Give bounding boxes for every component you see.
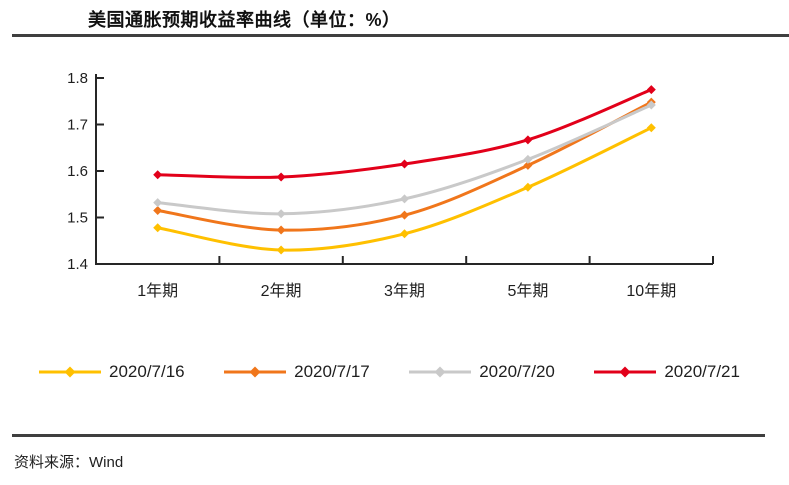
diamond-marker — [276, 225, 286, 235]
diamond-marker — [523, 160, 533, 170]
source-note: 资料来源：Wind — [14, 454, 124, 471]
x-tick-label: 10年期 — [626, 282, 676, 300]
x-tick-label: 1年期 — [137, 282, 178, 300]
source-divider-line — [12, 434, 765, 437]
diamond-marker — [523, 182, 533, 192]
chart-title: 美国通胀预期收益率曲线（单位：%） — [88, 10, 401, 30]
diamond-marker — [400, 194, 409, 204]
line-marker-icon — [409, 366, 472, 378]
diamond-marker — [646, 123, 656, 133]
legend-label: 2020/7/20 — [479, 362, 555, 381]
legend-item-2020-7-16: 2020/7/16 — [38, 362, 185, 382]
x-tick-label: 3年期 — [384, 282, 425, 300]
diamond-marker — [523, 135, 533, 145]
title-divider-line — [12, 34, 789, 37]
y-tick-label: 1.7 — [67, 117, 88, 134]
diamond-marker — [276, 245, 286, 255]
diamond-marker — [646, 100, 656, 110]
y-tick-label: 1.5 — [67, 210, 88, 227]
x-tick-label: 2年期 — [261, 282, 302, 300]
diamond-marker — [276, 209, 286, 219]
legend: 2020/7/16 2020/7/17 2020/7/20 2020/7/21 — [38, 360, 740, 384]
axis-lines — [95, 74, 713, 265]
diamond-marker — [153, 206, 163, 216]
diamond-marker — [153, 170, 163, 180]
line-marker-icon — [224, 366, 287, 378]
diamond-marker — [276, 172, 286, 182]
line-marker-icon — [594, 366, 657, 378]
diamond-marker — [400, 210, 409, 220]
diamond-marker — [646, 85, 656, 95]
diamond-marker — [153, 223, 163, 233]
diamond-marker — [153, 198, 163, 208]
y-tick-label: 1.8 — [67, 70, 88, 87]
legend-label: 2020/7/17 — [294, 362, 370, 381]
diamond-marker — [400, 159, 409, 169]
legend-item-2020-7-17: 2020/7/17 — [223, 362, 370, 382]
diamond-marker — [523, 154, 533, 164]
y-tick-label: 1.4 — [67, 256, 88, 273]
legend-item-2020-7-21: 2020/7/21 — [593, 362, 740, 382]
diamond-marker — [400, 229, 409, 239]
legend-item-2020-7-20: 2020/7/20 — [408, 362, 555, 382]
x-tick-label: 5年期 — [507, 282, 548, 300]
legend-label: 2020/7/21 — [664, 362, 740, 381]
line-marker-icon — [39, 366, 101, 378]
legend-label: 2020/7/16 — [109, 362, 185, 381]
y-tick-label: 1.6 — [67, 163, 88, 180]
